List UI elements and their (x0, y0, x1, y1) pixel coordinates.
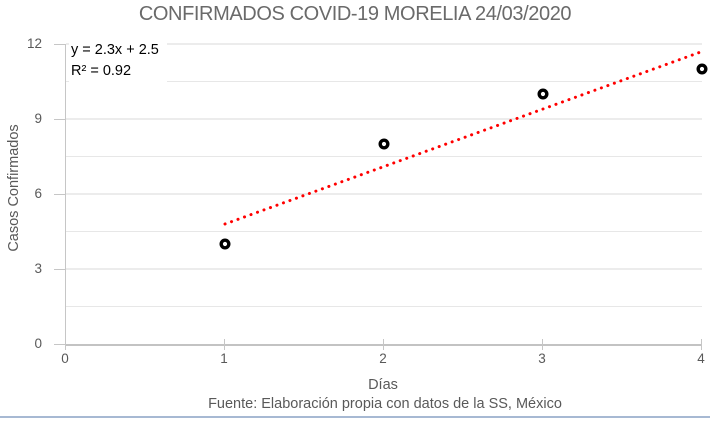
data-point (219, 238, 231, 250)
trendline (223, 51, 701, 226)
y-tick-label: 6 (34, 186, 42, 201)
y-tick-mark (54, 119, 65, 120)
data-point (378, 138, 390, 150)
y-tick-mark (54, 194, 65, 195)
x-tick-label: 3 (538, 351, 546, 366)
equation-text: y = 2.3x + 2.5 (71, 42, 159, 58)
bottom-border-line (0, 416, 710, 418)
trendline-equation-label: y = 2.3x + 2.5 R² = 0.92 (69, 39, 167, 85)
x-tick-mark (542, 339, 543, 350)
plot-area: y = 2.3x + 2.5 R² = 0.92 (65, 39, 708, 346)
x-tick-mark (701, 339, 702, 350)
r-squared-text: R² = 0.92 (71, 63, 132, 79)
x-tick-label: 0 (61, 351, 69, 366)
y-tick-label: 0 (34, 336, 42, 351)
y-tick-mark (54, 344, 65, 345)
source-caption: Fuente: Elaboración propia con datos de … (208, 396, 562, 412)
data-point (537, 88, 549, 100)
x-tick-label: 4 (697, 351, 705, 366)
x-tick-mark (383, 339, 384, 350)
y-tick-mark (54, 44, 65, 45)
x-tick-label: 1 (220, 351, 228, 366)
x-tick-mark (65, 339, 66, 350)
y-tick-label: 12 (26, 36, 42, 51)
x-tick-mark (224, 339, 225, 350)
x-tick-label: 2 (379, 351, 387, 366)
plot-svg (66, 43, 708, 307)
x-axis-title: Días (368, 377, 398, 393)
data-point (696, 63, 708, 75)
y-tick-label: 3 (34, 261, 42, 276)
y-tick-mark (54, 269, 65, 270)
y-tick-label: 9 (34, 111, 42, 126)
chart-title: CONFIRMADOS COVID-19 MORELIA 24/03/2020 (138, 3, 572, 25)
